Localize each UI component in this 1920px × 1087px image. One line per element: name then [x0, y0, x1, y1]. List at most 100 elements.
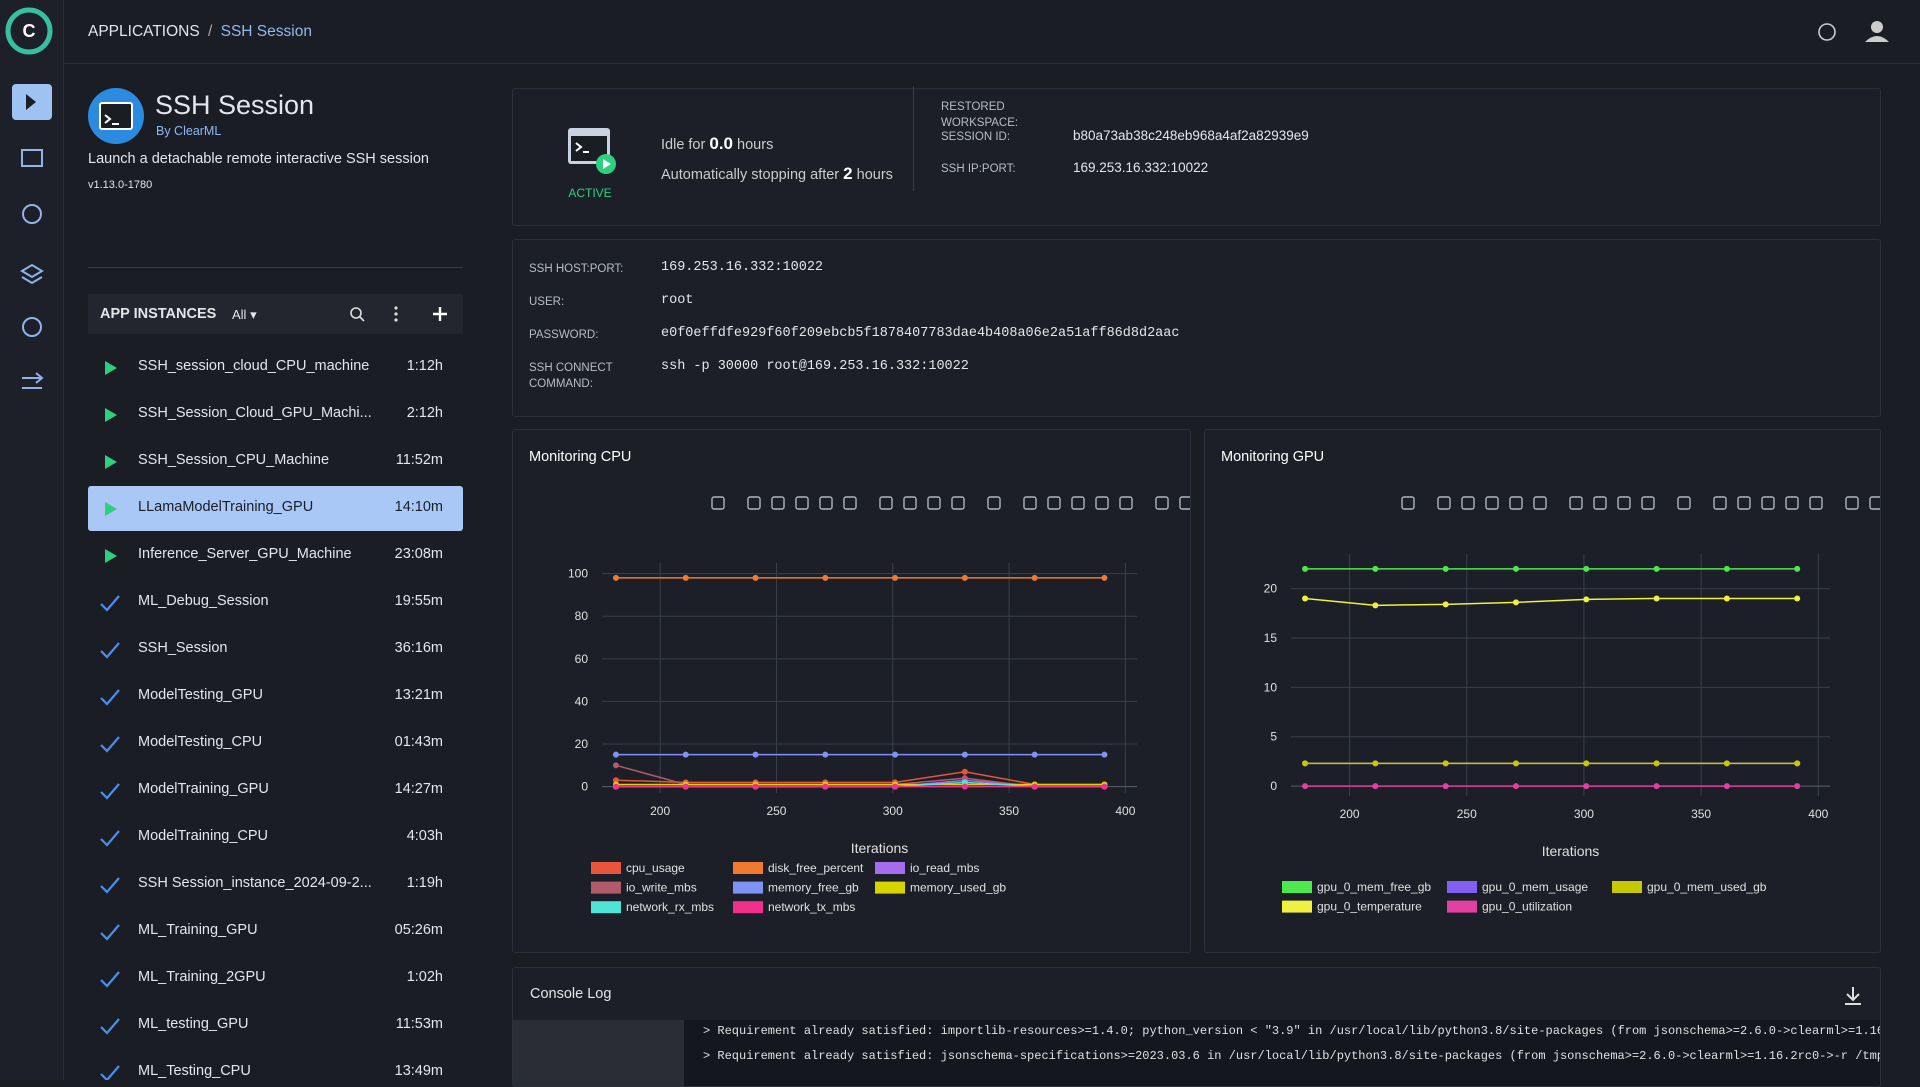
check-icon	[101, 784, 119, 798]
toolbar-icon[interactable]	[1438, 497, 1450, 509]
instance-row[interactable]: LLamaModelTraining_GPU14:10m	[88, 486, 463, 531]
legend-swatch	[591, 901, 621, 913]
chart: Monitoring GPU20025030035040005101520Ite…	[1205, 430, 1880, 952]
legend-item[interactable]: memory_used_gb	[875, 881, 1006, 895]
instance-row[interactable]: ML_Training_GPU05:26m	[88, 909, 463, 954]
toolbar-icon[interactable]	[1048, 497, 1060, 509]
legend-item[interactable]: cpu_usage	[591, 861, 685, 875]
toolbar-icon[interactable]	[904, 497, 916, 509]
filter[interactable]: All ▾	[232, 307, 257, 323]
legend-item[interactable]: gpu_0_mem_used_gb	[1612, 880, 1767, 894]
toolbar-icon[interactable]	[1714, 497, 1726, 509]
nav-icon[interactable]	[22, 150, 42, 166]
instance-row[interactable]: SSH_Session36:16m	[88, 627, 463, 672]
breadcrumb-root[interactable]: APPLICATIONS	[88, 23, 200, 40]
point	[1654, 760, 1660, 766]
instance-row[interactable]: ML_Debug_Session19:55m	[88, 580, 463, 625]
legend-item[interactable]: network_tx_mbs	[733, 900, 855, 914]
toolbar-icon[interactable]	[1120, 497, 1132, 509]
nav-icon[interactable]	[23, 318, 41, 336]
legend-item[interactable]: gpu_0_utilization	[1447, 900, 1572, 914]
toolbar-icon[interactable]	[988, 497, 1000, 509]
search[interactable]	[351, 308, 361, 318]
nav-icon[interactable]	[22, 265, 42, 283]
instance-row[interactable]: ModelTraining_GPU14:27m	[88, 768, 463, 813]
toolbar-icon[interactable]	[1180, 497, 1190, 509]
user-icon[interactable]	[1871, 21, 1883, 33]
instance-row[interactable]: Inference_Server_GPU_Machine23:08m	[88, 533, 463, 578]
menu[interactable]	[394, 306, 397, 309]
legend-item[interactable]: gpu_0_mem_free_gb	[1282, 880, 1431, 894]
toolbar-icon[interactable]	[1402, 497, 1414, 509]
instance-row[interactable]: SSH Session_instance_2024-09-2...1:19h	[88, 862, 463, 907]
instance-row[interactable]: SSH_session_cloud_CPU_machine1:12h	[88, 345, 463, 390]
instance-row[interactable]: ModelTraining_CPU4:03h	[88, 815, 463, 860]
add[interactable]	[433, 307, 447, 321]
point	[822, 575, 828, 581]
toolbar-icon[interactable]	[1510, 497, 1522, 509]
point	[1583, 596, 1589, 602]
toolbar-icon[interactable]	[1846, 497, 1858, 509]
toolbar-icon[interactable]	[1678, 497, 1690, 509]
toolbar-icon[interactable]	[844, 497, 856, 509]
legend-label: network_tx_mbs	[768, 900, 855, 914]
field-value: e0f0effdfe929f60f209ebcb5f1878407783dae4…	[661, 326, 1179, 341]
toolbar-icon[interactable]	[772, 497, 784, 509]
toolbar-icon[interactable]	[712, 497, 724, 509]
point	[1583, 760, 1589, 766]
toolbar-icon[interactable]	[1156, 497, 1168, 509]
point	[822, 784, 828, 790]
toolbar-icon[interactable]	[1462, 497, 1474, 509]
help-icon[interactable]	[1819, 24, 1835, 40]
x-tick-label: 200	[1340, 807, 1360, 821]
point	[1101, 575, 1107, 581]
instance-row[interactable]: ModelTesting_GPU13:21m	[88, 674, 463, 719]
instance-time: 36:16m	[395, 640, 443, 656]
instance-state-icon	[98, 1061, 122, 1080]
toolbar-icon[interactable]	[1096, 497, 1108, 509]
toolbar-icon[interactable]	[1072, 497, 1084, 509]
play-icon	[105, 455, 117, 469]
x-tick-label: 300	[883, 804, 903, 818]
toolbar-icon[interactable]	[1570, 497, 1582, 509]
point	[1443, 566, 1449, 572]
toolbar-icon[interactable]	[1870, 497, 1880, 509]
toolbar-icon[interactable]	[796, 497, 808, 509]
instance-row[interactable]: ML_Training_2GPU1:02h	[88, 956, 463, 1001]
toolbar-icon[interactable]	[1642, 497, 1654, 509]
instance-row[interactable]: SSH_Session_CPU_Machine11:52m	[88, 439, 463, 484]
instance-row[interactable]: ML_testing_GPU11:53m	[88, 1003, 463, 1048]
y-tick-label: 0	[581, 780, 588, 794]
instance-row[interactable]: ModelTesting_CPU01:43m	[88, 721, 463, 766]
download[interactable]	[1841, 984, 1865, 1008]
nav-icon[interactable]	[22, 373, 42, 388]
legend-item[interactable]: io_write_mbs	[591, 881, 697, 895]
toolbar-icon[interactable]	[748, 497, 760, 509]
legend-item[interactable]: gpu_0_mem_usage	[1447, 880, 1588, 894]
toolbar-icon[interactable]	[1762, 497, 1774, 509]
point	[1794, 566, 1800, 572]
toolbar-icon[interactable]	[1534, 497, 1546, 509]
toolbar-icon[interactable]	[1786, 497, 1798, 509]
legend-item[interactable]: io_read_mbs	[875, 861, 979, 875]
legend-item[interactable]: disk_free_percent	[733, 861, 864, 875]
toolbar-icon[interactable]	[1486, 497, 1498, 509]
toolbar-icon[interactable]	[1618, 497, 1630, 509]
nav-icon[interactable]	[23, 205, 41, 223]
toolbar-icon[interactable]	[1594, 497, 1606, 509]
toolbar-icon[interactable]	[928, 497, 940, 509]
point	[892, 752, 898, 758]
toolbar-icon[interactable]	[880, 497, 892, 509]
legend-item[interactable]: gpu_0_temperature	[1282, 900, 1422, 914]
toolbar-icon[interactable]	[1738, 497, 1750, 509]
instance-row[interactable]: SSH_Session_Cloud_GPU_Machi...2:12h	[88, 392, 463, 437]
legend-item[interactable]: memory_free_gb	[733, 881, 859, 895]
instance-state-icon	[98, 450, 122, 474]
toolbar-icon[interactable]	[952, 497, 964, 509]
instance-row[interactable]: ML_Testing_CPU13:49m	[88, 1050, 463, 1080]
instance-time: 4:03h	[407, 828, 443, 844]
legend-item[interactable]: network_rx_mbs	[591, 900, 714, 914]
toolbar-icon[interactable]	[1810, 497, 1822, 509]
toolbar-icon[interactable]	[1024, 497, 1036, 509]
toolbar-icon[interactable]	[820, 497, 832, 509]
